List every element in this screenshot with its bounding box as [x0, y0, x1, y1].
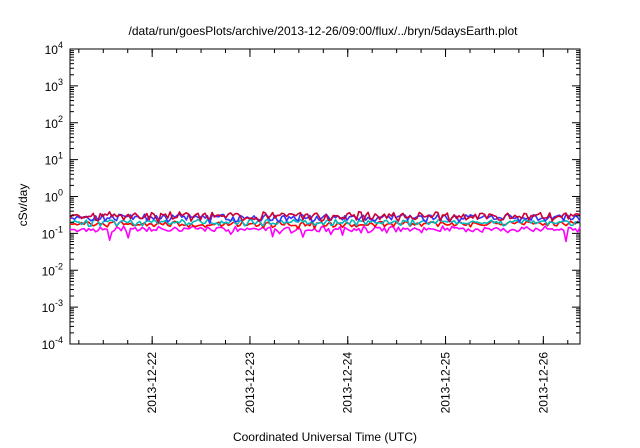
series-line [69, 218, 581, 228]
x-tick-label: 2013-12-26 [536, 352, 550, 414]
x-tick-label: 2013-12-25 [439, 352, 453, 414]
x-axis: 2013-12-22 2013-12-23 2013-12-24 2013-12-25… [78, 49, 569, 414]
y-axis: 10-4 10-3 10-2 10-1 100 101 102 103 104 [42, 40, 580, 352]
x-tick-label: 2013-12-24 [341, 352, 355, 414]
y-tick-label: 10-4 [42, 335, 63, 352]
series-line [70, 225, 581, 243]
y-tick-label: 10-3 [42, 298, 63, 315]
plot-area [69, 48, 581, 345]
plot-frame [69, 48, 581, 345]
x-tick-label: 2013-12-22 [145, 352, 159, 414]
x-tick-label: 2013-12-23 [243, 352, 257, 414]
y-tick-label: 10-1 [42, 224, 63, 241]
y-tick-label: 10-2 [42, 261, 63, 278]
series-line [69, 210, 581, 224]
y-tick-label: 101 [45, 151, 63, 168]
y-tick-label: 102 [45, 114, 63, 131]
series-group [69, 210, 581, 243]
y-axis-label: cSv/day [16, 184, 30, 227]
y-tick-label: 104 [45, 40, 63, 57]
y-tick-label: 100 [45, 188, 63, 205]
y-tick-label: 103 [45, 77, 63, 94]
chart-title: /data/run/goesPlots/archive/2013-12-26/0… [129, 24, 519, 38]
x-axis-label: Coordinated Universal Time (UTC) [233, 430, 417, 444]
